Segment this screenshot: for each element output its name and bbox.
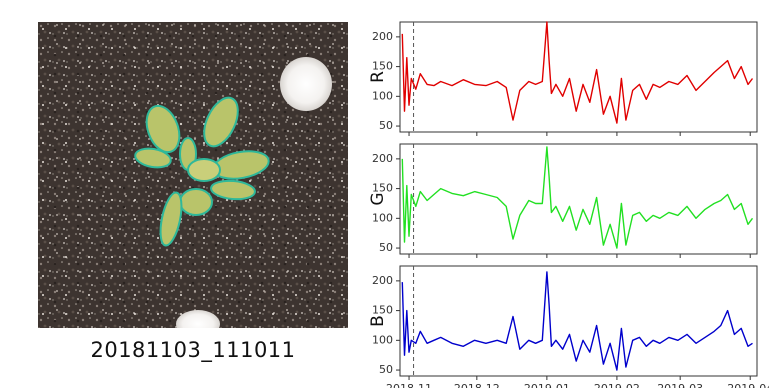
b-ytick-label: 200: [372, 274, 393, 287]
b-series-line: [401, 271, 753, 371]
g-ylabel: G: [368, 192, 388, 205]
image-caption: 20181103_111011: [90, 338, 296, 362]
g-ytick-label: 150: [372, 182, 393, 195]
b-xtick-label: 2018-11: [386, 382, 432, 388]
g-series-line: [401, 146, 754, 249]
r-ytick-label: 100: [372, 89, 393, 102]
plant-photo: [38, 22, 348, 328]
b-xtick-label: 2019-04: [727, 382, 769, 388]
b-ytick-label: 100: [372, 333, 393, 346]
b-xtick-label: 2019-03: [657, 382, 703, 388]
plant-leaves: [134, 96, 270, 247]
b-ylabel: B: [368, 315, 388, 327]
r-plot-frame: [399, 21, 758, 133]
r-ytick-label: 50: [379, 119, 393, 132]
g-ytick-label: 100: [372, 211, 393, 224]
white-pebble: [280, 57, 332, 111]
g-plot-frame: [399, 143, 758, 255]
b-xtick-label: 2019-02: [594, 382, 640, 388]
r-ytick-label: 150: [372, 60, 393, 73]
r-ytick-label: 200: [372, 30, 393, 43]
b-xtick-label: 2019-01: [524, 382, 570, 388]
b-ytick-label: 150: [372, 304, 393, 317]
r-series-line: [401, 21, 754, 124]
white-pebble-bottom: [176, 310, 220, 328]
g-ytick-label: 50: [379, 241, 393, 254]
b-ytick-label: 50: [379, 363, 393, 376]
b-plot-frame: [399, 265, 758, 377]
b-xtick-label: 2018-12: [454, 382, 500, 388]
r-ylabel: R: [368, 71, 388, 83]
rgb-charts: R 50 100 150 200 G 50 100 150 200 B 50 100 150 200 2018…: [368, 21, 769, 388]
plant-seedling-photo: [38, 22, 348, 328]
g-ytick-label: 200: [372, 152, 393, 165]
